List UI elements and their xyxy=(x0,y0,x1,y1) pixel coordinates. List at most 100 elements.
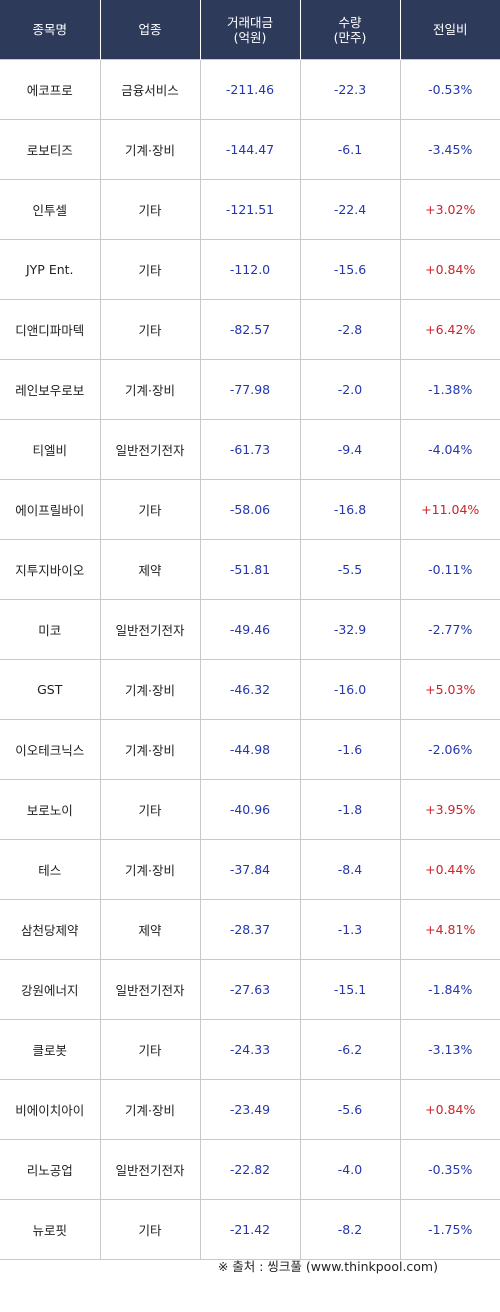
amount-cell: -61.73 xyxy=(200,419,301,480)
volume-cell: -15.1 xyxy=(300,959,401,1020)
change-cell: -0.11% xyxy=(400,539,500,600)
stock-name-cell: 로보티즈 xyxy=(0,119,101,180)
table-row: GST 기계·장비 -46.32 -16.0 +5.03% xyxy=(0,659,500,720)
amount-cell: -23.49 xyxy=(200,1079,301,1140)
stock-name-cell: 비에이치아이 xyxy=(0,1079,101,1140)
amount-cell: -121.51 xyxy=(200,179,301,240)
stock-name-cell: 지투지바이오 xyxy=(0,539,101,600)
amount-cell: -21.42 xyxy=(200,1199,301,1260)
sector-cell: 제약 xyxy=(100,539,201,600)
header-sector-label: 업종 xyxy=(138,22,162,37)
volume-cell: -4.0 xyxy=(300,1139,401,1200)
stock-name-cell: 삼천당제약 xyxy=(0,899,101,960)
table-row: 클로봇 기타 -24.33 -6.2 -3.13% xyxy=(0,1019,500,1080)
sector-cell: 기계·장비 xyxy=(100,359,201,420)
stock-name-cell: 뉴로핏 xyxy=(0,1199,101,1260)
change-cell: +6.42% xyxy=(400,299,500,360)
change-cell: -2.77% xyxy=(400,599,500,660)
change-cell: +3.02% xyxy=(400,179,500,240)
table-row: 테스 기계·장비 -37.84 -8.4 +0.44% xyxy=(0,839,500,900)
table-row: 보로노이 기타 -40.96 -1.8 +3.95% xyxy=(0,779,500,840)
header-volume-label: 수량 (만주) xyxy=(333,14,367,45)
amount-cell: -40.96 xyxy=(200,779,301,840)
stock-name-cell: 티엘비 xyxy=(0,419,101,480)
change-cell: +0.84% xyxy=(400,1079,500,1140)
header-name-label: 종목명 xyxy=(32,22,67,37)
volume-cell: -16.0 xyxy=(300,659,401,720)
stock-name-cell: 테스 xyxy=(0,839,101,900)
amount-cell: -46.32 xyxy=(200,659,301,720)
table-row: 리노공업 일반전기전자 -22.82 -4.0 -0.35% xyxy=(0,1139,500,1200)
source-text: ※ 출처 : 씽크풀 (www.thinkpool.com) xyxy=(217,1259,438,1274)
change-cell: +11.04% xyxy=(400,479,500,540)
header-amount: 거래대금 (억원) xyxy=(200,0,301,60)
amount-cell: -27.63 xyxy=(200,959,301,1020)
change-cell: -3.45% xyxy=(400,119,500,180)
volume-cell: -32.9 xyxy=(300,599,401,660)
volume-cell: -5.5 xyxy=(300,539,401,600)
change-cell: +4.81% xyxy=(400,899,500,960)
amount-cell: -112.0 xyxy=(200,239,301,300)
table-header: 종목명 업종 거래대금 (억원) 수량 (만주) 전일비 xyxy=(0,0,500,60)
change-cell: +0.84% xyxy=(400,239,500,300)
table-row: 에코프로 금융서비스 -211.46 -22.3 -0.53% xyxy=(0,59,500,120)
amount-cell: -58.06 xyxy=(200,479,301,540)
sector-cell: 기타 xyxy=(100,479,201,540)
table-row: 티엘비 일반전기전자 -61.73 -9.4 -4.04% xyxy=(0,419,500,480)
amount-cell: -28.37 xyxy=(200,899,301,960)
change-cell: -1.75% xyxy=(400,1199,500,1260)
header-sector: 업종 xyxy=(100,0,201,60)
header-change: 전일비 xyxy=(400,0,500,60)
volume-cell: -8.4 xyxy=(300,839,401,900)
stock-name-cell: 보로노이 xyxy=(0,779,101,840)
stock-name-cell: 에코프로 xyxy=(0,59,101,120)
stock-name-cell: 미코 xyxy=(0,599,101,660)
volume-cell: -6.1 xyxy=(300,119,401,180)
volume-cell: -22.4 xyxy=(300,179,401,240)
table-row: 디앤디파마텍 기타 -82.57 -2.8 +6.42% xyxy=(0,299,500,360)
stock-name-cell: 레인보우로보 xyxy=(0,359,101,420)
sector-cell: 기계·장비 xyxy=(100,719,201,780)
stock-name-cell: 리노공업 xyxy=(0,1139,101,1200)
volume-cell: -22.3 xyxy=(300,59,401,120)
sector-cell: 기계·장비 xyxy=(100,119,201,180)
source-note: ※ 출처 : 씽크풀 (www.thinkpool.com) xyxy=(0,1256,500,1275)
volume-cell: -15.6 xyxy=(300,239,401,300)
amount-cell: -37.84 xyxy=(200,839,301,900)
amount-cell: -22.82 xyxy=(200,1139,301,1200)
volume-cell: -6.2 xyxy=(300,1019,401,1080)
amount-cell: -24.33 xyxy=(200,1019,301,1080)
sector-cell: 금융서비스 xyxy=(100,59,201,120)
volume-cell: -1.6 xyxy=(300,719,401,780)
header-change-label: 전일비 xyxy=(432,22,468,37)
sector-cell: 기타 xyxy=(100,1199,201,1260)
table-row: 삼천당제약 제약 -28.37 -1.3 +4.81% xyxy=(0,899,500,960)
change-cell: +3.95% xyxy=(400,779,500,840)
header-amount-label: 거래대금 (억원) xyxy=(226,14,273,45)
volume-cell: -8.2 xyxy=(300,1199,401,1260)
stock-name-cell: JYP Ent. xyxy=(0,239,101,300)
volume-cell: -16.8 xyxy=(300,479,401,540)
change-cell: -1.84% xyxy=(400,959,500,1020)
sector-cell: 기타 xyxy=(100,179,201,240)
table-row: 에이프릴바이 기타 -58.06 -16.8 +11.04% xyxy=(0,479,500,540)
sector-cell: 기타 xyxy=(100,1019,201,1080)
stock-name-cell: 강원에너지 xyxy=(0,959,101,1020)
table-row: 뉴로핏 기타 -21.42 -8.2 -1.75% xyxy=(0,1199,500,1260)
stock-name-cell: 인투셀 xyxy=(0,179,101,240)
change-cell: -2.06% xyxy=(400,719,500,780)
change-cell: -0.53% xyxy=(400,59,500,120)
sector-cell: 일반전기전자 xyxy=(100,599,201,660)
sector-cell: 일반전기전자 xyxy=(100,1139,201,1200)
amount-cell: -44.98 xyxy=(200,719,301,780)
change-cell: +0.44% xyxy=(400,839,500,900)
stock-name-cell: 디앤디파마텍 xyxy=(0,299,101,360)
table-row: 강원에너지 일반전기전자 -27.63 -15.1 -1.84% xyxy=(0,959,500,1020)
change-cell: -0.35% xyxy=(400,1139,500,1200)
amount-cell: -49.46 xyxy=(200,599,301,660)
table-row: 로보티즈 기계·장비 -144.47 -6.1 -3.45% xyxy=(0,119,500,180)
table-row: JYP Ent. 기타 -112.0 -15.6 +0.84% xyxy=(0,239,500,300)
volume-cell: -2.0 xyxy=(300,359,401,420)
change-cell: -3.13% xyxy=(400,1019,500,1080)
